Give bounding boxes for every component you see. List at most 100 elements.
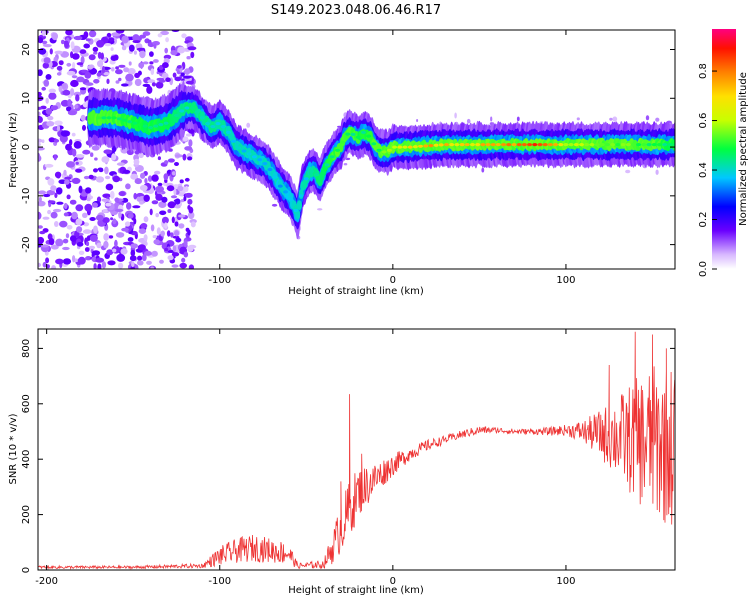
spectrogram-ridge-core bbox=[106, 116, 112, 120]
spectrogram-speckle bbox=[139, 184, 148, 191]
spectrogram-ridge-core bbox=[625, 143, 631, 147]
spectrogram-speckle bbox=[150, 266, 155, 269]
spectrogram-ridge-core bbox=[329, 155, 335, 159]
spectrogram-ridge-core bbox=[386, 148, 392, 152]
spectrogram-ridge-core bbox=[257, 158, 263, 162]
spectrogram-speckle bbox=[103, 149, 112, 154]
spectrogram-speckle bbox=[157, 182, 163, 187]
spectrogram-speckle bbox=[89, 217, 96, 221]
x-tick-label: -200 bbox=[35, 576, 58, 587]
spectrogram-ridge-core bbox=[116, 117, 122, 121]
spectrogram-speckle bbox=[105, 175, 111, 180]
spectrogram-speckle bbox=[139, 200, 144, 205]
spectrogram-speckle bbox=[612, 116, 618, 122]
spectrogram-speckle bbox=[130, 249, 136, 257]
snr-x-axis-label: Height of straight line (km) bbox=[288, 585, 424, 596]
spectrogram-speckle bbox=[48, 88, 56, 94]
spectrogram-speckle bbox=[317, 208, 323, 211]
spectrogram-speckle bbox=[48, 238, 55, 246]
spectrogram-speckle bbox=[51, 265, 57, 269]
spectrogram-x-axis-label: Height of straight line (km) bbox=[288, 286, 424, 297]
spectrogram-speckle bbox=[128, 61, 132, 66]
y-tick-label: 0 bbox=[21, 144, 32, 150]
spectrogram-speckle bbox=[80, 56, 85, 65]
spectrogram-speckle bbox=[105, 183, 114, 191]
spectrogram-speckle bbox=[114, 208, 124, 212]
spectrogram-speckle bbox=[85, 241, 90, 247]
spectrogram-ridge-core bbox=[397, 145, 403, 149]
spectrogram-ridge bbox=[296, 200, 302, 211]
spectrogram-ridge-core bbox=[324, 163, 330, 167]
spectrogram-speckle bbox=[136, 47, 146, 51]
spectrogram-speckle bbox=[38, 211, 42, 220]
spectrogram-speckle bbox=[38, 147, 45, 151]
spectrogram-ridge-core bbox=[303, 177, 309, 181]
spectrogram-speckle bbox=[187, 198, 193, 205]
spectrogram-speckle bbox=[137, 260, 144, 266]
spectrogram-speckle bbox=[111, 153, 117, 161]
spectrogram-speckle bbox=[45, 97, 49, 104]
spectrogram-ridge-core bbox=[392, 145, 398, 149]
spectrogram-speckle bbox=[179, 179, 184, 184]
spectrogram-speckle bbox=[54, 120, 63, 126]
spectrogram-speckle bbox=[185, 80, 194, 85]
spectrogram-speckle bbox=[96, 196, 102, 203]
spectrogram-ridge-core bbox=[236, 146, 242, 150]
spectrogram-ridge-core bbox=[345, 132, 351, 136]
spectrogram-ridge-core bbox=[485, 143, 491, 147]
snr-y-axis-label: SNR (10 * v/v) bbox=[8, 413, 19, 484]
spectrogram-y-axis-label: Frequency (Hz) bbox=[8, 112, 19, 188]
spectrogram-speckle bbox=[110, 190, 115, 199]
spectrogram-speckle bbox=[246, 122, 251, 128]
spectrogram-speckle bbox=[174, 154, 184, 158]
spectrogram-speckle bbox=[42, 261, 47, 268]
spectrogram-speckle bbox=[70, 88, 75, 96]
spectrogram-speckle bbox=[76, 76, 85, 83]
spectrogram-speckle bbox=[170, 195, 178, 199]
spectrogram-speckle bbox=[83, 222, 90, 227]
spectrogram-speckle bbox=[118, 191, 126, 196]
spectrogram-speckle bbox=[70, 235, 77, 242]
spectrogram-speckle bbox=[38, 106, 43, 110]
spectrogram-speckle bbox=[63, 169, 67, 176]
spectrogram-speckle bbox=[183, 196, 187, 202]
spectrogram-speckle bbox=[124, 221, 131, 227]
spectrogram-speckle bbox=[160, 230, 165, 237]
y-tick-label: 10 bbox=[21, 92, 32, 105]
colorbar-tick-label: 0.4 bbox=[698, 162, 709, 178]
spectrogram-speckle bbox=[38, 225, 43, 229]
spectrogram-speckle bbox=[71, 53, 80, 60]
spectrogram-speckle bbox=[130, 243, 138, 249]
spectrogram-speckle bbox=[165, 37, 170, 43]
spectrogram-speckle bbox=[181, 257, 186, 263]
spectrogram-ridge-core bbox=[137, 123, 143, 127]
spectrogram-speckle bbox=[76, 241, 84, 247]
snr-frame bbox=[37, 328, 676, 571]
spectrogram-speckle bbox=[138, 62, 145, 69]
spectrogram-speckle bbox=[146, 260, 152, 265]
spectrogram-speckle bbox=[103, 240, 109, 249]
spectrogram-speckle bbox=[101, 156, 110, 163]
spectrogram-speckle bbox=[62, 238, 69, 244]
spectrogram-ridge-core bbox=[293, 208, 299, 213]
spectrogram-speckle bbox=[65, 143, 72, 151]
spectrogram-speckle bbox=[96, 40, 105, 48]
spectrogram-speckle bbox=[120, 248, 128, 255]
spectrogram-speckle bbox=[140, 172, 146, 179]
spectrogram-speckle bbox=[121, 197, 129, 203]
spectrogram-speckle bbox=[85, 256, 92, 261]
spectrogram-speckle bbox=[155, 193, 163, 201]
spectrogram-speckle bbox=[164, 160, 169, 165]
spectrogram-speckle bbox=[97, 51, 102, 59]
y-tick-label: -20 bbox=[21, 236, 32, 252]
spectrogram-speckle bbox=[76, 62, 84, 66]
spectrogram-ridge-core bbox=[101, 116, 107, 120]
spectrogram-speckle bbox=[93, 79, 100, 84]
spectrogram-speckle bbox=[101, 65, 106, 74]
spectrogram-speckle bbox=[126, 202, 132, 210]
spectrogram-ridge-core bbox=[480, 143, 486, 147]
spectrogram-speckle bbox=[144, 178, 148, 184]
y-tick-label: 20 bbox=[21, 43, 32, 56]
spectrogram-speckle bbox=[190, 221, 196, 228]
spectrogram-speckle bbox=[170, 232, 174, 238]
